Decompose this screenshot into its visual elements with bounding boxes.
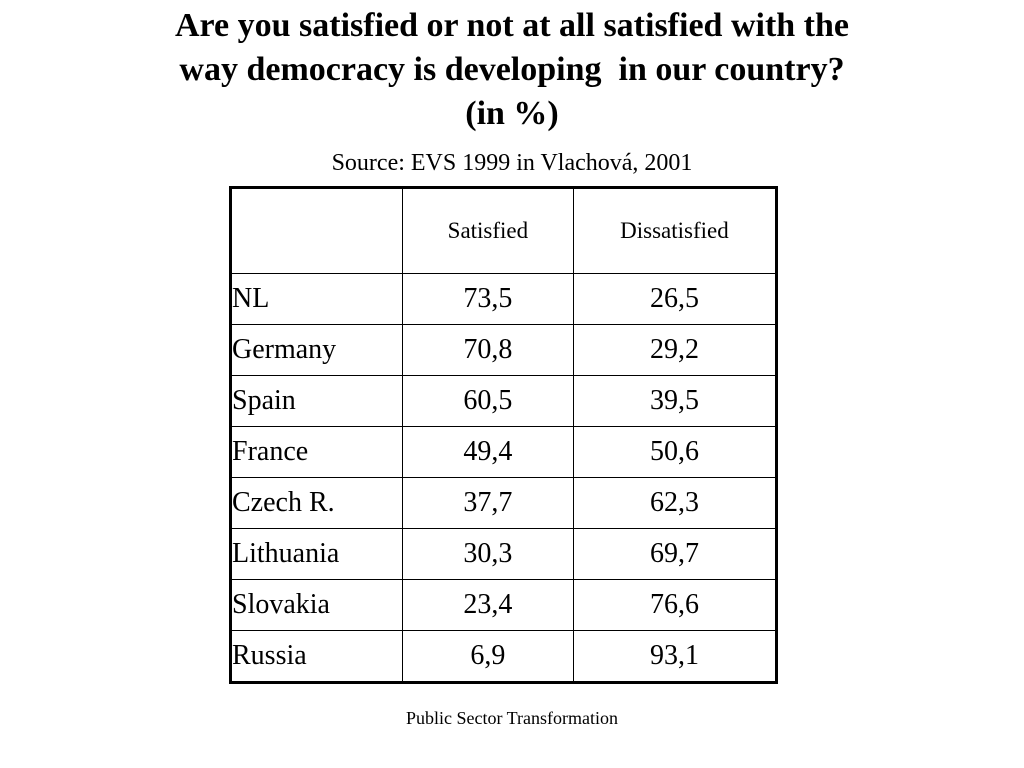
source-citation: Source: EVS 1999 in Vlachová, 2001 (331, 150, 693, 176)
header-satisfied: Satisfied (401, 187, 574, 274)
title-line-1: Are you satisfied or not at all satisfie… (174, 7, 849, 44)
title-line-2: way democracy is developing in our count… (179, 51, 845, 88)
dissatisfied-cell: 76,6 (572, 579, 778, 631)
dissatisfied-cell: 69,7 (572, 528, 778, 580)
header-country (230, 187, 403, 274)
country-cell: France (230, 426, 403, 478)
dissatisfied-cell: 29,2 (572, 324, 778, 376)
satisfied-cell: 30,3 (401, 528, 574, 580)
satisfied-cell: 23,4 (401, 579, 574, 631)
dissatisfied-cell: 26,5 (572, 273, 778, 325)
country-cell: Slovakia (230, 579, 403, 631)
table-row: Lithuania 30,3 69,7 (230, 528, 778, 580)
satisfaction-table: Satisfied Dissatisfied NL 73,5 26,5 Germ… (229, 186, 778, 684)
satisfied-cell: 60,5 (401, 375, 574, 427)
table-header-row: Satisfied Dissatisfied (230, 187, 778, 274)
slide-title: Are you satisfied or not at all satisfie… (0, 4, 1024, 136)
country-cell: Germany (230, 324, 403, 376)
country-cell: Spain (230, 375, 403, 427)
dissatisfied-cell: 50,6 (572, 426, 778, 478)
title-line-3: (in %) (465, 95, 559, 132)
country-cell: Czech R. (230, 477, 403, 529)
dissatisfied-cell: 93,1 (572, 630, 778, 683)
dissatisfied-cell: 62,3 (572, 477, 778, 529)
satisfied-cell: 6,9 (401, 630, 574, 683)
country-cell: Russia (230, 630, 403, 683)
header-dissatisfied: Dissatisfied (572, 187, 778, 274)
dissatisfied-cell: 39,5 (572, 375, 778, 427)
country-cell: Lithuania (230, 528, 403, 580)
satisfied-cell: 73,5 (401, 273, 574, 325)
satisfied-cell: 49,4 (401, 426, 574, 478)
country-cell: NL (230, 273, 403, 325)
table-row: NL 73,5 26,5 (230, 273, 778, 325)
table-row: Germany 70,8 29,2 (230, 324, 778, 376)
table-row: Czech R. 37,7 62,3 (230, 477, 778, 529)
table-row: France 49,4 50,6 (230, 426, 778, 478)
slide-footer: Public Sector Transformation (406, 708, 618, 728)
table-row: Spain 60,5 39,5 (230, 375, 778, 427)
satisfied-cell: 37,7 (401, 477, 574, 529)
table-row: Slovakia 23,4 76,6 (230, 579, 778, 631)
satisfied-cell: 70,8 (401, 324, 574, 376)
table-row: Russia 6,9 93,1 (230, 630, 778, 683)
